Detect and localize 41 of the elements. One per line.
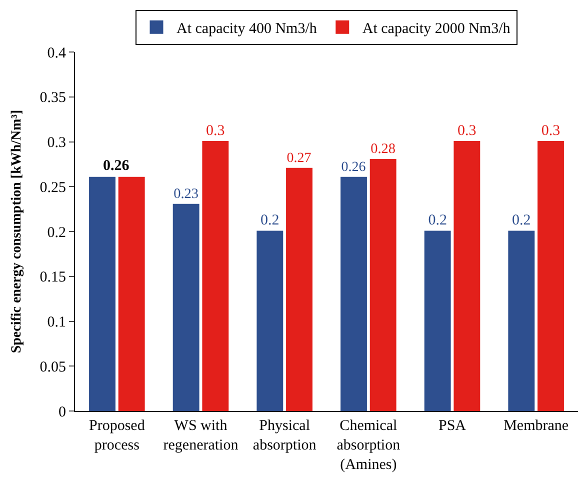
y-tick-label: 0.3: [47, 135, 66, 151]
x-tick-label: Chemical absorption (Amines): [336, 418, 401, 473]
y-tick-label: 0.4: [47, 45, 66, 62]
bar: [538, 141, 564, 411]
x-tick-label: Proposed process: [89, 418, 146, 454]
x-tick-label: PSA: [438, 418, 466, 434]
data-label: 0.3: [541, 122, 560, 139]
bar: [202, 141, 229, 411]
data-label: 0.2: [512, 212, 531, 228]
bar: [286, 168, 312, 411]
data-label: 0.28: [370, 140, 396, 157]
data-label: 0.26: [341, 160, 366, 175]
y-tick-label: 0.1: [47, 314, 66, 330]
bar: [172, 204, 200, 411]
data-label: 0.3: [458, 122, 476, 139]
bar: [340, 176, 367, 411]
y-tick-label: 0.2: [47, 224, 66, 241]
data-label: 0.2: [428, 212, 447, 228]
x-tick-label: Membrane: [504, 418, 569, 434]
y-tick-label: 0.15: [40, 270, 66, 286]
x-tick-label: WS with regeneration: [163, 418, 239, 454]
y-tick-label: 0.05: [40, 359, 66, 376]
bar: [370, 158, 396, 411]
bar: [118, 176, 145, 411]
x-tick-label: Physical absorption: [252, 418, 317, 454]
data-label: 0.2: [260, 212, 280, 228]
bar: [508, 230, 535, 411]
bar: [256, 230, 284, 411]
annotation: 0.26: [103, 158, 130, 174]
y-tick-label: 0.25: [40, 180, 66, 196]
y-axis-title: Specific energy consumption [kWh/Nm³]: [9, 110, 24, 354]
data-label: 0.27: [286, 150, 312, 166]
bar: [89, 176, 116, 411]
y-tick-label: 0.35: [40, 90, 66, 106]
data-label: 0.23: [174, 186, 199, 202]
bar: [454, 141, 480, 411]
legend-label: At capacity 400 Nm3/h: [176, 20, 318, 37]
bar: [424, 230, 451, 411]
data-label: 0.3: [206, 122, 225, 139]
legend-label: At capacity 2000 Nm3/h: [362, 20, 511, 37]
y-tick-label: 0: [58, 404, 66, 420]
